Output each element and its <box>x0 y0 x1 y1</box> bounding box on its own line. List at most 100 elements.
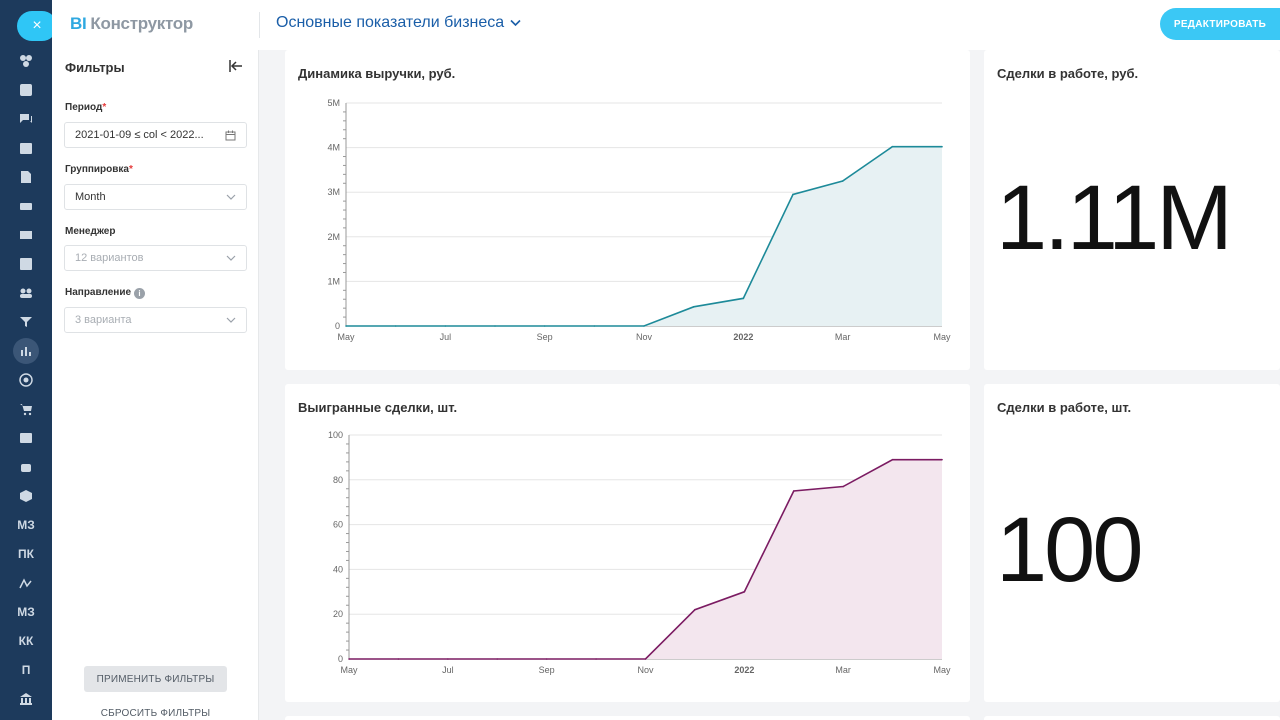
data-point <box>841 180 844 182</box>
x-tick-label: May <box>933 665 951 675</box>
y-tick-label: 100 <box>328 430 343 440</box>
grouping-value: Month <box>75 191 106 203</box>
period-label: Период* <box>65 102 107 113</box>
kpi-value: 1.11M <box>996 167 1233 269</box>
robot-icon[interactable] <box>0 453 52 481</box>
header: BI Конструктор Основные показатели бизнес… <box>52 0 1280 50</box>
x-tick-label: Mar <box>835 665 851 675</box>
chat-icon[interactable] <box>0 105 52 133</box>
close-icon[interactable]: × <box>17 11 57 41</box>
data-point <box>694 608 696 611</box>
y-tick-label: 0 <box>335 321 340 331</box>
data-point <box>593 325 596 327</box>
revenue-kpi-card: Сделки в работе, руб. 1.11M <box>984 50 1280 370</box>
data-point <box>348 658 350 660</box>
next-card <box>285 716 970 720</box>
data-point <box>792 193 794 196</box>
reset-filters-button[interactable]: СБРОСИТЬ ФИЛЬТРЫ <box>100 708 211 719</box>
manager-select[interactable]: 12 вариантов <box>64 245 247 271</box>
data-point <box>394 325 397 327</box>
groups-icon[interactable] <box>0 279 52 307</box>
widgets-icon[interactable] <box>0 47 52 75</box>
y-tick-label: 2M <box>327 232 340 242</box>
revenue-chart-card: Динамика выручки, руб. 0 1M 2M 3M 4M 5M May Jul… <box>285 50 970 370</box>
data-point <box>941 458 943 461</box>
data-point <box>397 658 400 660</box>
won-deals-chart: 0 20 40 60 80 100 May Jul Sep Nov 2022 Mar May <box>328 430 951 675</box>
dashboard-selector[interactable]: Основные показатели бизнеса <box>276 14 521 32</box>
rail-item-label[interactable]: МЗ <box>17 605 35 619</box>
x-tick-label: Jul <box>440 332 452 342</box>
rail-item-label[interactable]: П <box>21 663 31 677</box>
x-tick-label: 2022 <box>734 665 754 675</box>
rail-item-label[interactable]: ПК <box>18 547 34 561</box>
filters-panel: Фильтры Период* 2021-01-09 ≤ col < 2022.… <box>52 50 259 720</box>
y-tick-label: 5M <box>327 98 340 108</box>
data-point <box>595 658 597 660</box>
signature-icon[interactable] <box>0 569 52 597</box>
data-point <box>496 658 499 660</box>
calendar-icon[interactable] <box>0 134 52 162</box>
x-tick-label: 2022 <box>733 332 753 342</box>
rail-item-label[interactable]: МЗ <box>17 518 35 532</box>
x-tick-label: Sep <box>537 332 553 342</box>
cart-icon[interactable] <box>0 395 52 423</box>
chart-title: Выигранные сделки, шт. <box>298 400 458 415</box>
document-icon[interactable] <box>0 163 52 191</box>
data-point <box>742 297 745 300</box>
logo-prefix: BI <box>70 14 87 33</box>
kpi-title: Сделки в работе, шт. <box>997 400 1132 415</box>
bank-icon[interactable] <box>0 685 52 713</box>
app-logo: BI Конструктор <box>70 14 193 34</box>
chevron-down-icon <box>226 255 236 261</box>
header-divider <box>259 12 260 38</box>
rail-item-label[interactable]: КК <box>18 634 34 648</box>
x-tick-label: Nov <box>637 665 654 675</box>
y-tick-label: 1M <box>327 276 340 286</box>
drive-icon[interactable] <box>0 192 52 220</box>
dashboard-title: Основные показатели бизнеса <box>276 14 505 31</box>
tasks-icon[interactable] <box>0 250 52 278</box>
x-tick-label: May <box>337 332 355 342</box>
series-area <box>346 146 942 326</box>
data-point <box>891 458 894 461</box>
period-label-text: Период <box>65 102 103 113</box>
y-tick-label: 60 <box>333 520 343 530</box>
x-tick-label: Nov <box>636 332 653 342</box>
chevron-down-icon <box>226 317 236 323</box>
period-field[interactable]: 2021-01-09 ≤ col < 2022... <box>64 122 247 148</box>
collapse-panel-icon[interactable] <box>228 59 244 73</box>
target-icon[interactable] <box>0 366 52 394</box>
grouping-label-text: Группировка <box>65 164 129 175</box>
data-point <box>545 658 548 660</box>
x-tick-label: Jul <box>442 665 454 675</box>
y-tick-label: 0 <box>338 654 343 664</box>
contact-card-icon[interactable] <box>0 424 52 452</box>
funnel-icon[interactable] <box>0 308 52 336</box>
grouping-select[interactable]: Month <box>64 184 247 210</box>
revenue-chart: 0 1M 2M 3M 4M 5M May Jul Sep Nov 2022 Mar May <box>327 98 951 342</box>
manager-placeholder: 12 вариантов <box>75 252 144 264</box>
kpi-value: 100 <box>996 499 1143 601</box>
logo-text: Конструктор <box>90 14 193 33</box>
data-point <box>643 325 645 327</box>
feed-icon[interactable] <box>0 76 52 104</box>
data-point <box>644 658 647 660</box>
chevron-down-icon <box>510 19 521 27</box>
apply-filters-button[interactable]: ПРИМЕНИТЬ ФИЛЬТРЫ <box>84 666 227 692</box>
analytics-icon[interactable] <box>0 337 52 365</box>
box-icon[interactable] <box>0 482 52 510</box>
mail-icon[interactable] <box>0 221 52 249</box>
edit-button[interactable]: РЕДАКТИРОВАТЬ <box>1160 8 1280 40</box>
y-tick-label: 3M <box>327 187 340 197</box>
data-point <box>792 490 795 492</box>
deals-kpi-card: Сделки в работе, шт. 100 <box>984 384 1280 702</box>
chart-title: Динамика выручки, руб. <box>298 66 456 81</box>
won-deals-chart-card: Выигранные сделки, шт. 0 20 40 60 80 100 May Ju… <box>285 384 970 702</box>
direction-label: Направление i <box>65 287 146 299</box>
calendar-icon <box>225 130 236 140</box>
info-icon[interactable]: i <box>134 288 146 299</box>
data-point <box>941 145 943 148</box>
direction-select[interactable]: 3 варианта <box>64 307 247 333</box>
data-point <box>842 485 844 488</box>
